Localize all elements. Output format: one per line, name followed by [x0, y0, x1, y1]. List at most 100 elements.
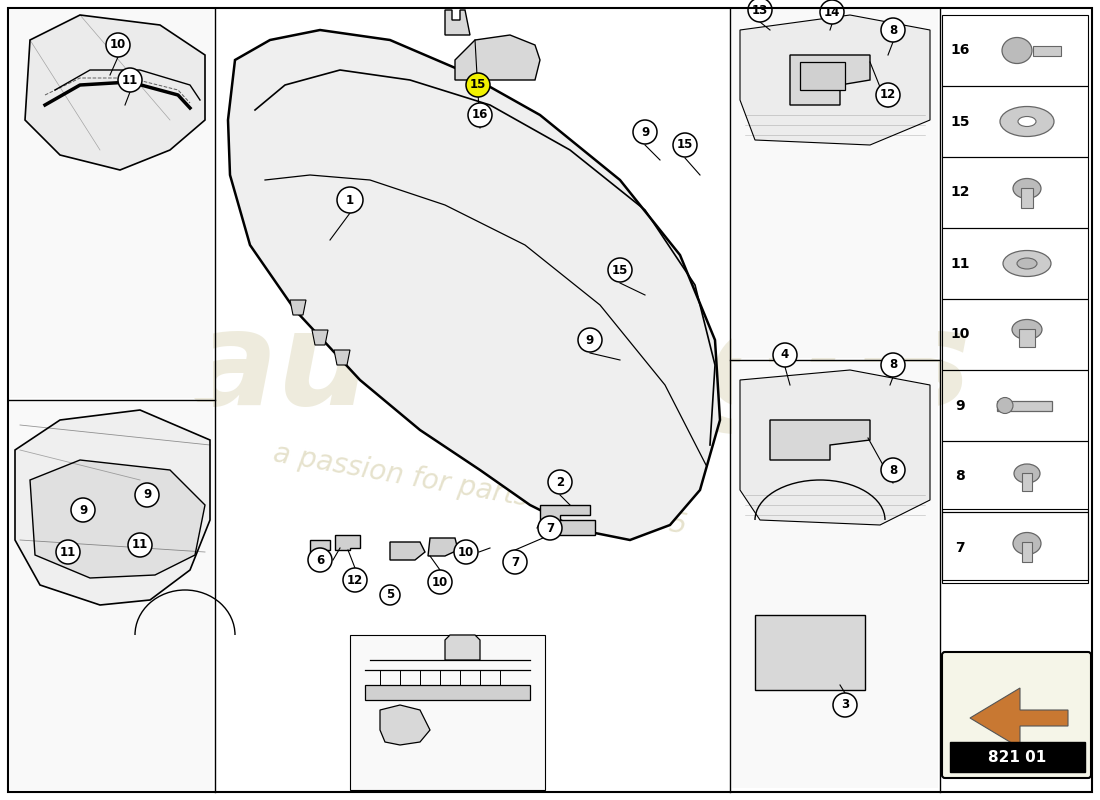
Bar — [755, 615, 865, 690]
Text: 3: 3 — [840, 698, 849, 711]
Bar — [942, 299, 1088, 370]
Text: 8: 8 — [889, 463, 898, 477]
Text: 7: 7 — [955, 541, 965, 554]
Ellipse shape — [1014, 464, 1040, 483]
Text: 10: 10 — [110, 38, 126, 51]
Ellipse shape — [1002, 38, 1032, 63]
Text: 12: 12 — [880, 89, 896, 102]
Bar — [1019, 329, 1035, 346]
Polygon shape — [228, 30, 720, 540]
Bar — [942, 441, 1088, 512]
Bar — [942, 86, 1088, 157]
Polygon shape — [30, 460, 205, 578]
Polygon shape — [310, 540, 330, 555]
Circle shape — [337, 187, 363, 213]
Polygon shape — [455, 35, 540, 80]
Bar — [997, 401, 1052, 410]
Circle shape — [56, 540, 80, 564]
Text: 9: 9 — [79, 503, 87, 517]
Bar — [1022, 473, 1032, 490]
Polygon shape — [740, 370, 930, 525]
Circle shape — [578, 328, 602, 352]
Polygon shape — [446, 635, 480, 660]
Bar — [800, 62, 845, 90]
Circle shape — [468, 103, 492, 127]
Text: 2: 2 — [556, 475, 564, 489]
Text: a passion for parts since 1985: a passion for parts since 1985 — [271, 440, 689, 540]
Bar — [10, 10, 213, 398]
Bar — [1021, 187, 1033, 207]
Circle shape — [128, 533, 152, 557]
Text: 10: 10 — [432, 575, 448, 589]
Ellipse shape — [1018, 258, 1037, 269]
Text: 11: 11 — [132, 538, 148, 551]
Polygon shape — [334, 350, 350, 365]
Circle shape — [548, 470, 572, 494]
Text: 14: 14 — [824, 6, 840, 18]
Text: 11: 11 — [59, 546, 76, 558]
Text: 16: 16 — [472, 109, 488, 122]
Polygon shape — [390, 542, 425, 560]
Text: 1: 1 — [345, 194, 354, 206]
Bar — [350, 635, 544, 790]
Circle shape — [673, 133, 697, 157]
Circle shape — [503, 550, 527, 574]
Text: 7: 7 — [510, 555, 519, 569]
Ellipse shape — [1000, 106, 1054, 137]
Bar — [942, 370, 1088, 441]
Polygon shape — [790, 55, 870, 105]
Polygon shape — [365, 685, 530, 700]
Circle shape — [881, 458, 905, 482]
Bar — [1022, 542, 1032, 562]
Bar — [732, 8, 938, 358]
Circle shape — [881, 353, 905, 377]
Circle shape — [72, 498, 95, 522]
Circle shape — [538, 516, 562, 540]
Ellipse shape — [1018, 117, 1036, 126]
Bar — [942, 15, 1088, 86]
Ellipse shape — [1013, 178, 1041, 198]
Ellipse shape — [1003, 250, 1050, 277]
Text: 15: 15 — [612, 263, 628, 277]
Text: 8: 8 — [889, 23, 898, 37]
Bar — [942, 509, 1088, 580]
Bar — [950, 742, 1085, 772]
Polygon shape — [740, 15, 930, 145]
Circle shape — [820, 0, 844, 24]
Bar — [942, 512, 1088, 583]
Text: 11: 11 — [122, 74, 139, 86]
Circle shape — [466, 73, 490, 97]
Circle shape — [833, 693, 857, 717]
Circle shape — [454, 540, 478, 564]
Bar — [1033, 46, 1062, 55]
Text: 5: 5 — [386, 589, 394, 602]
Circle shape — [608, 258, 632, 282]
Text: 9: 9 — [641, 126, 649, 138]
Circle shape — [881, 18, 905, 42]
Text: 13: 13 — [752, 3, 768, 17]
Circle shape — [118, 68, 142, 92]
Text: 8: 8 — [889, 358, 898, 371]
Text: 8: 8 — [955, 470, 965, 483]
Text: 10: 10 — [950, 327, 970, 342]
Text: 15: 15 — [676, 138, 693, 151]
Polygon shape — [336, 535, 360, 550]
Text: autopages: autopages — [188, 306, 971, 434]
Text: 9: 9 — [586, 334, 594, 346]
Polygon shape — [446, 10, 470, 35]
Text: 4: 4 — [781, 349, 789, 362]
Text: 15: 15 — [470, 78, 486, 91]
Bar — [732, 362, 938, 788]
Text: 7: 7 — [546, 522, 554, 534]
Polygon shape — [770, 420, 870, 460]
Circle shape — [135, 483, 160, 507]
Text: 16: 16 — [950, 43, 970, 58]
Polygon shape — [379, 705, 430, 745]
Polygon shape — [970, 688, 1068, 748]
Polygon shape — [540, 505, 595, 535]
Circle shape — [308, 548, 332, 572]
Text: 15: 15 — [950, 114, 970, 129]
Circle shape — [773, 343, 798, 367]
Text: 12: 12 — [950, 186, 970, 199]
Bar — [942, 157, 1088, 228]
